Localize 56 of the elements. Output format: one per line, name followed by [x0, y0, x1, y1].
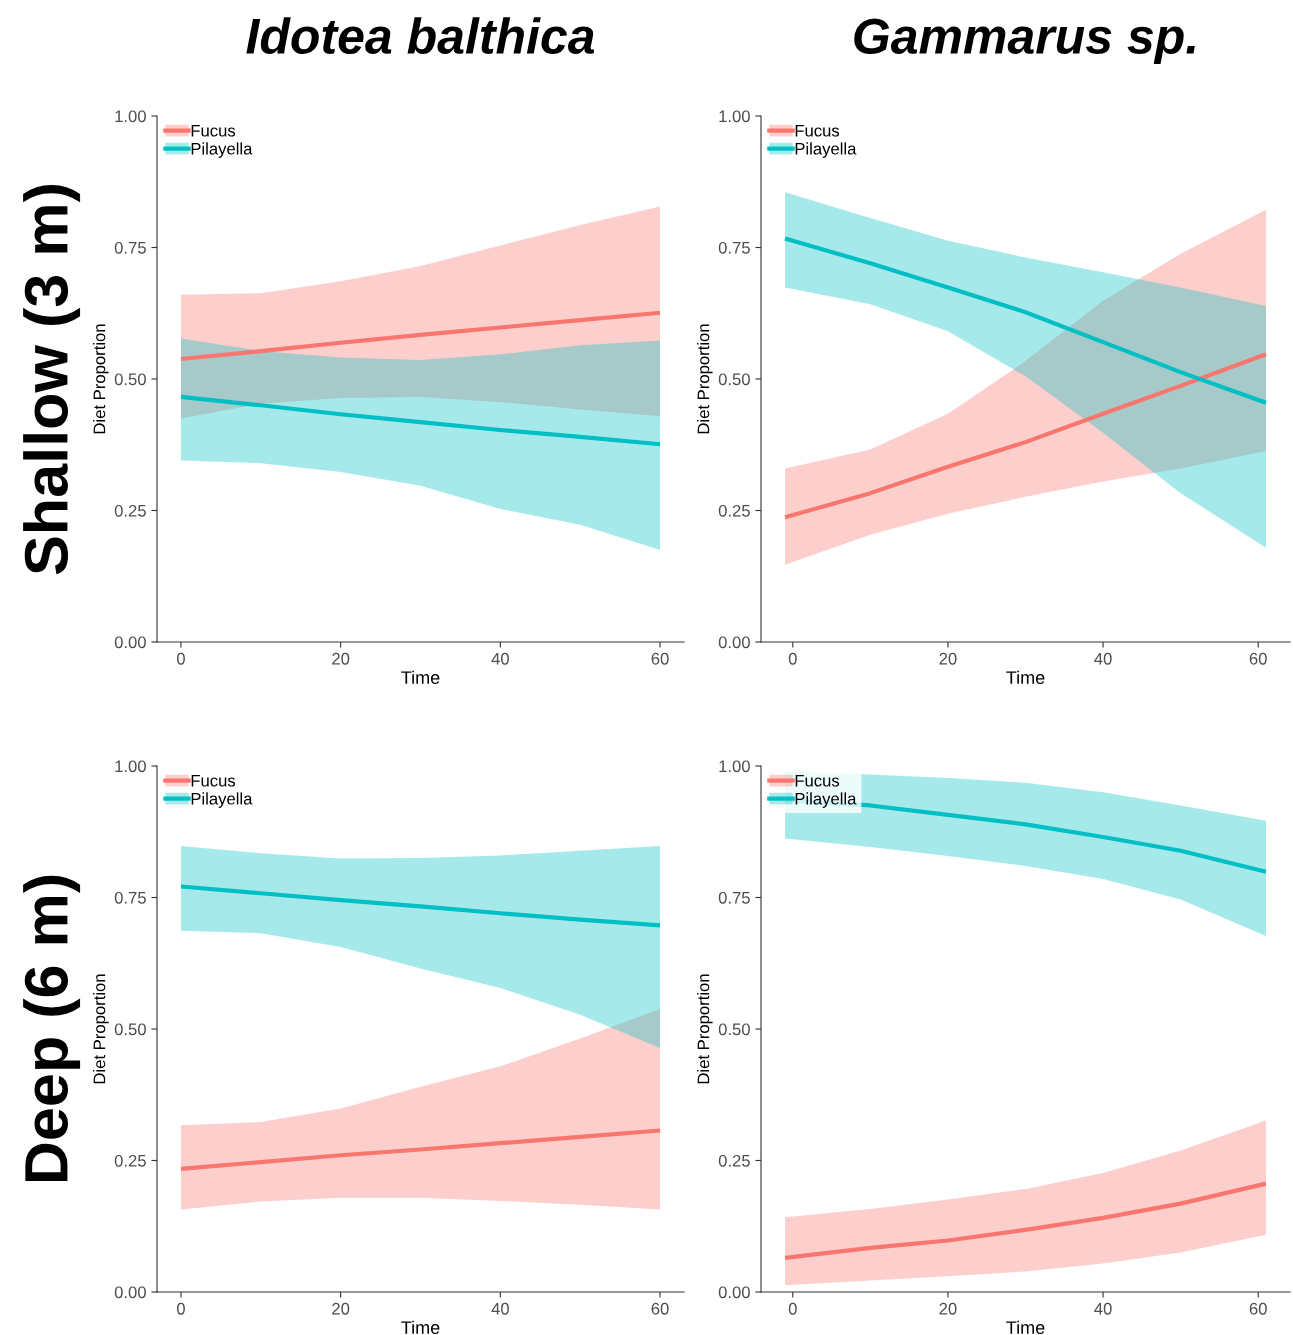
y-axis-title: Diet Proportion [697, 974, 713, 1084]
x-axis-title: Time [1006, 1320, 1045, 1334]
legend-label: Fucus [795, 124, 840, 137]
y-tick-label: 1.00 [719, 760, 750, 773]
y-tick-label: 0.25 [114, 1154, 146, 1167]
x-axis-title: Time [1006, 670, 1045, 684]
y-tick-label: 0.00 [114, 1286, 146, 1299]
y-tick-label: 1.00 [719, 110, 750, 123]
y-tick-label: 0.00 [114, 636, 146, 649]
y-tick-label: 0.50 [114, 1023, 146, 1036]
x-tick-label: 20 [939, 652, 957, 665]
y-tick-label: 0.50 [114, 373, 146, 386]
y-tick-label: 0.25 [114, 504, 146, 517]
y-tick-label: 0.75 [114, 241, 146, 254]
chart-title: Idotea balthica [246, 17, 595, 55]
text: Deep (6 m) [23, 875, 81, 1182]
text: Shallow (3 m) [23, 185, 81, 575]
y-tick-label: 1.00 [115, 760, 146, 773]
y-axis-title: Diet Proportion [697, 324, 713, 434]
x-axis-title: Time [401, 670, 440, 684]
x-tick-label: 40 [491, 652, 509, 665]
y-tick-label: 0.75 [114, 891, 146, 904]
legend-label: Fucus [191, 774, 236, 787]
x-tick-label: 60 [1249, 652, 1267, 665]
y-tick-label: 0.25 [718, 1154, 750, 1167]
x-tick-label: 60 [1249, 1302, 1267, 1315]
y-tick-label: 0.50 [718, 1023, 750, 1036]
y-tick-label: 0.25 [718, 504, 750, 517]
x-tick-label: 0 [176, 1302, 185, 1315]
legend-label: Pilayella [795, 792, 857, 808]
legend-label: Pilayella [795, 142, 857, 158]
x-tick-label: 40 [491, 1302, 509, 1315]
x-tick-label: 40 [1094, 652, 1112, 665]
y-tick-label: 0.75 [718, 241, 750, 254]
legend-label: Pilayella [191, 792, 253, 808]
y-tick-label: 0.75 [718, 891, 750, 904]
legend-label: Fucus [191, 124, 236, 137]
x-tick-label: 20 [332, 652, 350, 665]
y-axis-title: Diet Proportion [93, 324, 109, 434]
x-tick-label: 0 [788, 652, 797, 665]
x-tick-label: 20 [939, 1302, 957, 1315]
y-axis-title: Diet Proportion [93, 974, 109, 1084]
x-tick-label: 60 [651, 1302, 669, 1315]
y-tick-label: 0.00 [718, 1286, 750, 1299]
chart-title: Gammarus sp. [854, 18, 1195, 64]
x-tick-label: 0 [788, 1302, 797, 1315]
y-tick-label: 1.00 [115, 110, 146, 123]
x-axis-title: Time [401, 1320, 440, 1334]
y-tick-label: 0.50 [718, 373, 750, 386]
x-tick-label: 0 [176, 652, 185, 665]
x-tick-label: 40 [1094, 1302, 1112, 1315]
x-tick-label: 60 [651, 652, 669, 665]
y-tick-label: 0.00 [718, 636, 750, 649]
legend-label: Fucus [795, 774, 840, 787]
legend-label: Pilayella [191, 142, 253, 158]
x-tick-label: 20 [332, 1302, 350, 1315]
